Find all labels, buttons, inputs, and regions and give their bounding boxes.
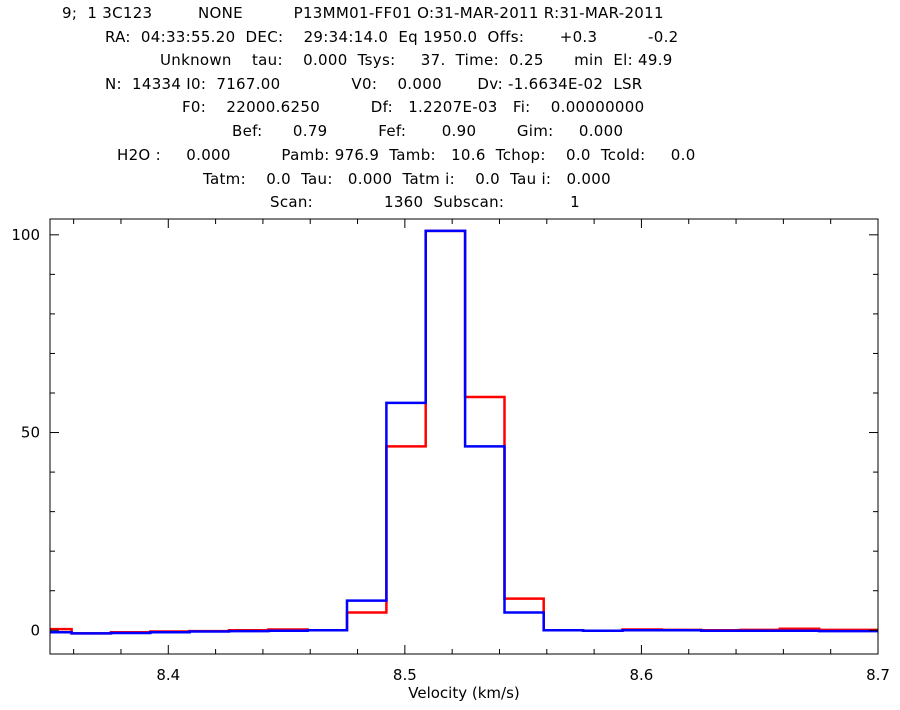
plot-frame	[49, 218, 879, 655]
y-tick-label: 0	[30, 621, 40, 639]
header-line-efficiencies: Bef: 0.79 Fef: 0.90 Gim: 0.000	[232, 122, 624, 140]
header-line-channels: N: 14334 I0: 7167.00 V0: 0.000 Dv: -1.66…	[105, 75, 643, 93]
x-tick-label: 8.4	[156, 666, 180, 684]
scan-header: 9; 1 3C123 NONE P13MM01-FF01 O:31-MAR-20…	[0, 0, 900, 215]
header-line-scan: Scan: 1360 Subscan: 1	[270, 193, 580, 211]
ticks-layer: 8.4 8.5 8.6 8.7 0 50 100	[11, 219, 890, 684]
header-line-tatm: Tatm: 0.0 Tau: 0.000 Tatm i: 0.0 Tau i: …	[203, 170, 611, 188]
spectrum-series-blue	[50, 229, 878, 635]
header-line-frequency: F0: 22000.6250 Df: 1.2207E-03 Fi: 0.0000…	[182, 98, 645, 116]
x-tick-label: 8.5	[393, 666, 417, 684]
header-line-coordinates: RA: 04:33:55.20 DEC: 29:34:14.0 Eq 1950.…	[105, 28, 679, 46]
y-tick-label: 100	[11, 226, 40, 244]
x-axis-label: Velocity (km/s)	[408, 684, 519, 702]
x-tick-label: 8.7	[866, 666, 890, 684]
y-tick-label: 50	[21, 424, 40, 442]
x-tick-label: 8.6	[629, 666, 653, 684]
series-layer	[50, 229, 878, 635]
header-line-atmosphere: H2O : 0.000 Pamb: 976.9 Tamb: 10.6 Tchop…	[117, 146, 696, 164]
header-line-source: 9; 1 3C123 NONE P13MM01-FF01 O:31-MAR-20…	[62, 4, 664, 22]
header-line-tau-tsys: Unknown tau: 0.000 Tsys: 37. Time: 0.25 …	[160, 51, 673, 69]
